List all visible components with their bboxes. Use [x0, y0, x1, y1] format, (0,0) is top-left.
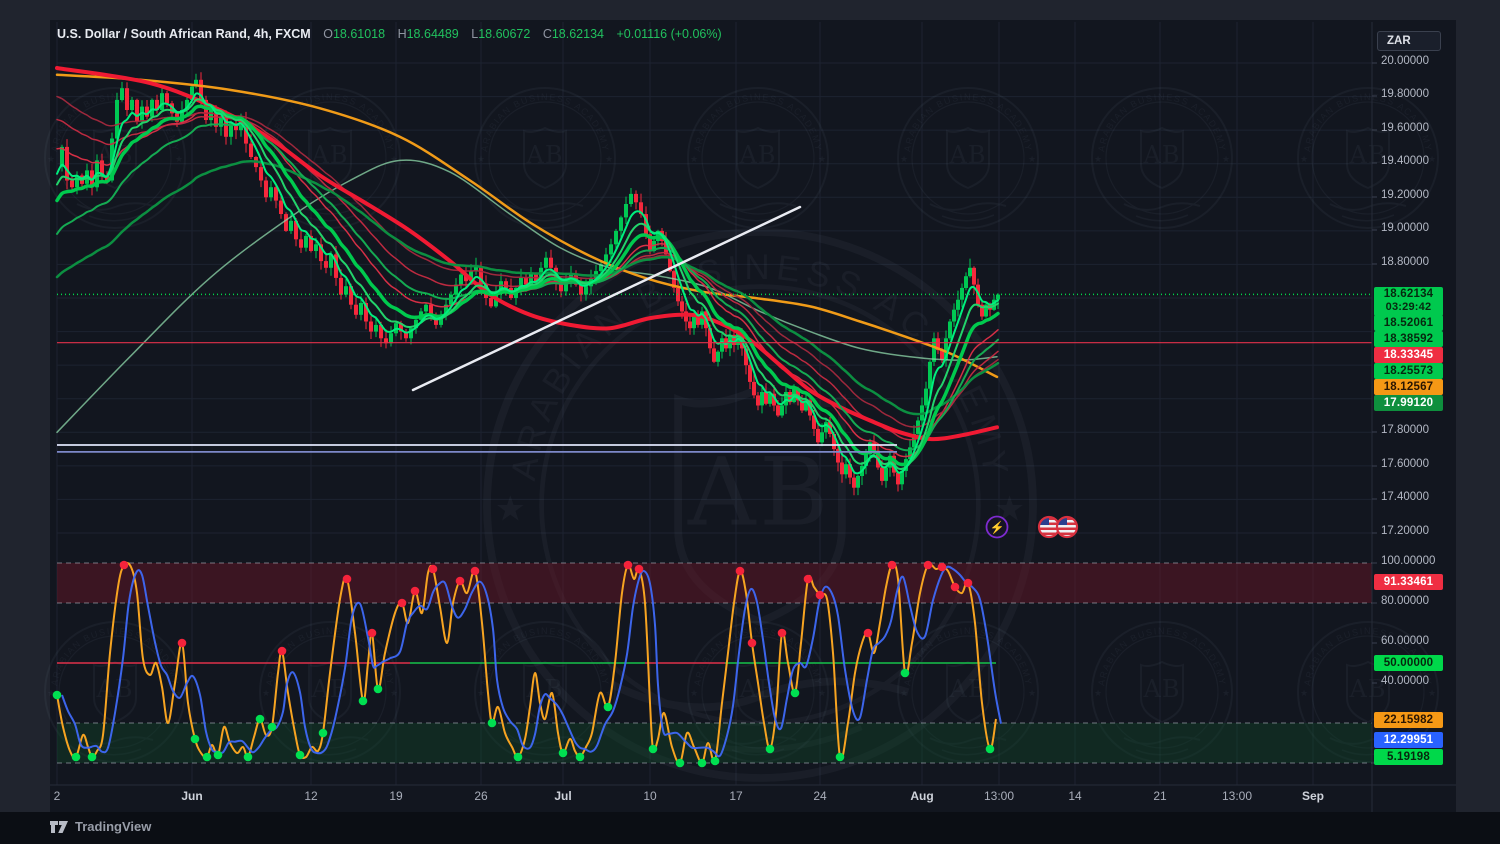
ohlc-close-label: C	[542, 27, 552, 41]
lightning-bubble-icon[interactable]: ⚡	[985, 515, 1009, 539]
currency-button[interactable]: ZAR	[1377, 31, 1441, 51]
ohlc-high-value: 18.64489	[406, 27, 459, 41]
price-axis[interactable]	[1372, 20, 1456, 785]
time-axis[interactable]	[50, 785, 1372, 812]
symbol-title[interactable]: U.S. Dollar / South African Rand, 4h, FX…	[57, 27, 311, 41]
ohlc-open-label: O	[323, 27, 333, 41]
footer-bar: TradingView	[0, 812, 1500, 844]
tradingview-logo[interactable]: TradingView	[50, 819, 151, 834]
ohlc-open-value: 18.61018	[332, 27, 386, 41]
svg-text:⚡: ⚡	[990, 521, 1005, 535]
tradingview-glyph-icon	[50, 821, 68, 833]
ohlc-close-value: 18.62134	[551, 27, 604, 41]
trendline[interactable]	[411, 205, 802, 392]
support-channel[interactable]	[57, 444, 897, 453]
moving-averages	[55, 66, 1000, 475]
symbol-info-bar: U.S. Dollar / South African Rand, 4h, FX…	[57, 27, 722, 41]
us-flags-icon[interactable]	[1037, 515, 1079, 539]
tradingview-logo-text: TradingView	[75, 819, 152, 834]
ohlc-low-label: L	[471, 27, 479, 41]
stochastic-pane[interactable]	[52, 560, 1372, 768]
change-value: +0.01116 (+0.06%)	[616, 27, 722, 41]
ohlc-high-label: H	[397, 27, 407, 41]
ohlc-low-value: 18.60672	[478, 27, 531, 41]
